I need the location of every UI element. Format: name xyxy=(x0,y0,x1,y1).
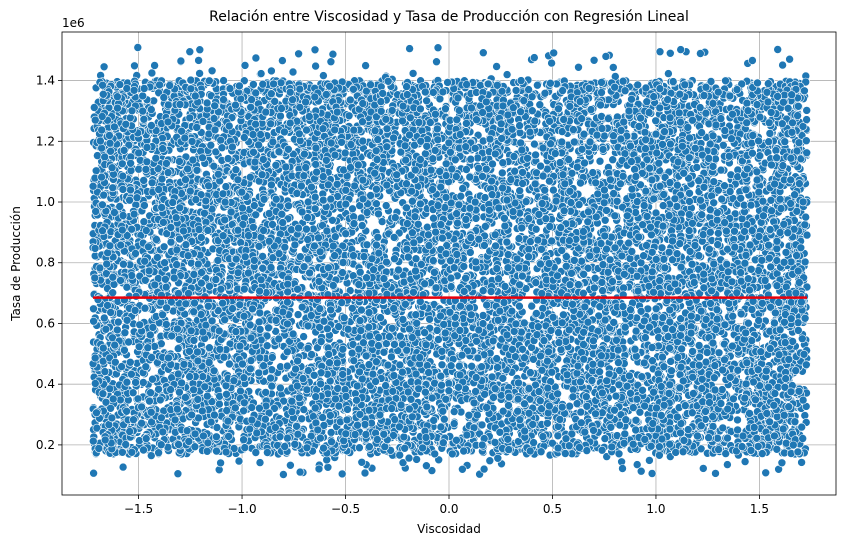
scatter-point xyxy=(360,468,370,478)
scatter-point xyxy=(323,462,333,472)
scatter-point xyxy=(802,106,812,115)
scatter-point xyxy=(294,49,303,59)
scatter-point xyxy=(293,310,303,319)
scatter-point xyxy=(412,455,421,464)
scatter-point xyxy=(173,344,183,353)
scatter-point xyxy=(381,201,391,210)
scatter-point xyxy=(404,453,414,463)
scatter-point xyxy=(761,468,771,478)
scatter-point xyxy=(618,464,627,473)
scatter-points xyxy=(88,43,812,479)
scatter-point xyxy=(718,141,728,150)
scatter-point xyxy=(502,70,512,79)
scatter-point xyxy=(547,58,556,68)
scatter-point xyxy=(150,61,159,70)
scatter-point xyxy=(647,469,657,478)
scatter-point xyxy=(478,48,488,58)
scatter-point xyxy=(185,47,195,57)
scatter-point xyxy=(589,55,599,65)
scatter-point xyxy=(251,53,261,63)
scatter-point xyxy=(453,218,462,228)
scatter-point xyxy=(432,57,441,67)
